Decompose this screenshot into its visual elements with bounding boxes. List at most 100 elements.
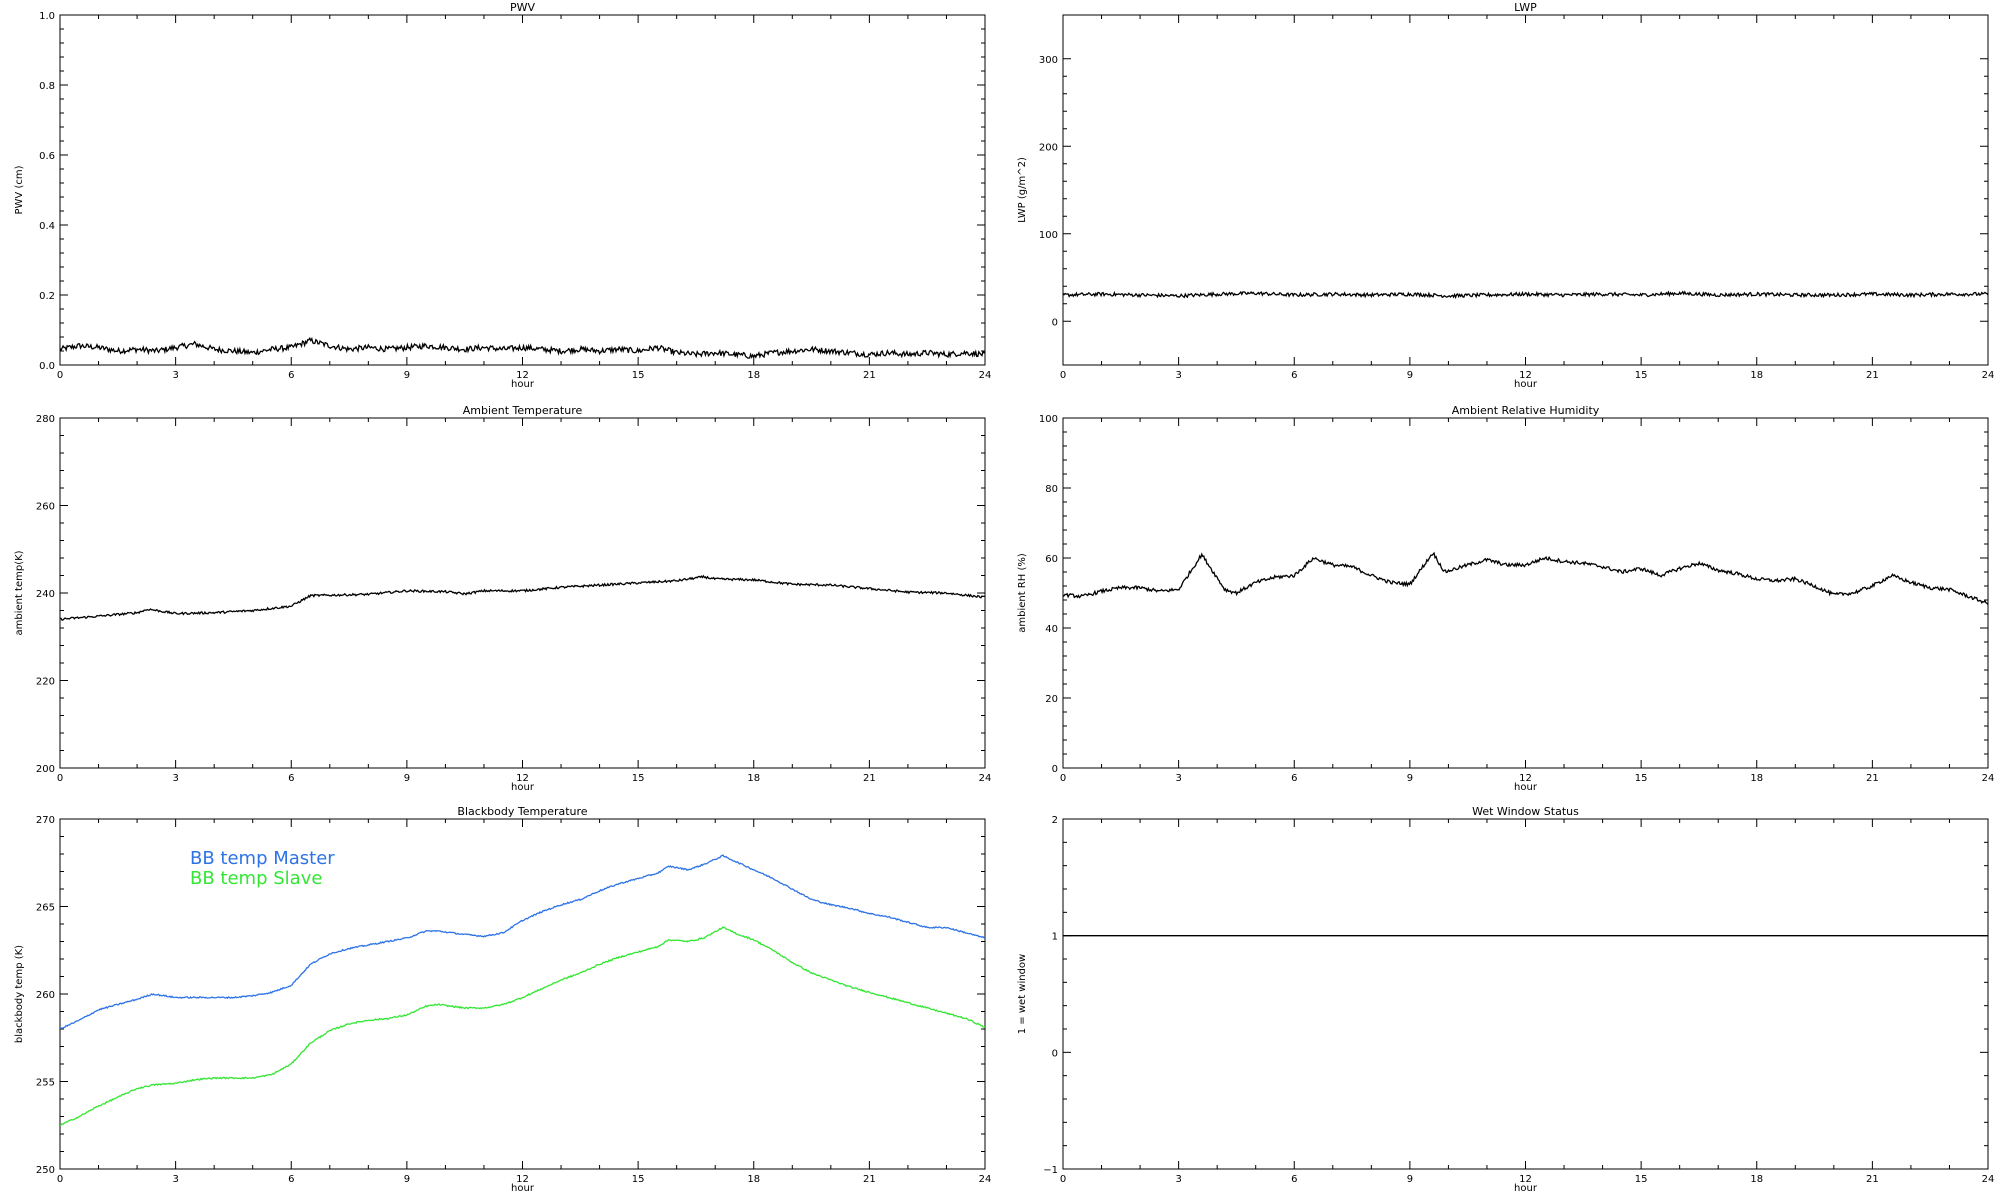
chart-1-x-tick-label: 15 bbox=[1635, 370, 1648, 381]
chart-3-x-tick-label: 21 bbox=[1866, 773, 1879, 784]
chart-2-x-tick-label: 6 bbox=[288, 773, 294, 784]
chart-3-x-tick-label: 3 bbox=[1175, 773, 1181, 784]
chart-2-x-tick-label: 0 bbox=[57, 773, 63, 784]
chart-0-y-tick-label: 1.0 bbox=[39, 11, 55, 22]
chart-1-series-0-line bbox=[1062, 290, 1989, 300]
chart-3-xlabel: hour bbox=[1514, 782, 1538, 793]
chart-2-y-tick-label: 200 bbox=[36, 764, 55, 775]
chart-4-title: Blackbody Temperature bbox=[457, 805, 587, 818]
chart-3-x-tick-label: 15 bbox=[1635, 773, 1648, 784]
chart-0-y-tick-label: 0.8 bbox=[39, 81, 55, 92]
chart-2-panel: Ambient Temperature 0 3 6 9 12 15 18 21 24 hour 200… bbox=[14, 404, 991, 793]
chart-5-x-tick-label: 21 bbox=[1866, 1174, 1879, 1185]
chart-3-x-tick-label: 6 bbox=[1291, 773, 1297, 784]
chart-0-y-tick-label: 0.4 bbox=[39, 221, 55, 232]
chart-1-x-tick-label: 18 bbox=[1750, 370, 1763, 381]
chart-2-x-tick-label: 12 bbox=[516, 773, 529, 784]
chart-0-title: PWV bbox=[510, 1, 536, 14]
chart-3-x-tick-label: 12 bbox=[1519, 773, 1532, 784]
chart-4-x-tick-label: 9 bbox=[404, 1174, 410, 1185]
chart-1-title: LWP bbox=[1514, 1, 1537, 14]
chart-2-x-tick-label: 3 bbox=[172, 773, 178, 784]
chart-4-x-tick-label: 6 bbox=[288, 1174, 294, 1185]
chart-4-panel: Blackbody Temperature 0 3 6 9 12 15 18 21 24 hour 2… bbox=[14, 805, 991, 1194]
chart-2-x-tick-label: 24 bbox=[979, 773, 992, 784]
chart-2-y-tick-label: 220 bbox=[36, 677, 55, 688]
chart-3-y-tick-label: 20 bbox=[1045, 694, 1058, 705]
chart-5-xlabel: hour bbox=[1514, 1183, 1538, 1194]
chart-4-x-tick-label: 21 bbox=[863, 1174, 876, 1185]
chart-1-panel: LWP 0 3 6 9 12 15 18 21 24 hour 0 100 200 300 LWP (g/m^… bbox=[1017, 1, 1994, 390]
chart-2-y-tick-label: 240 bbox=[36, 589, 55, 600]
chart-1-x-tick-label: 24 bbox=[1982, 370, 1995, 381]
chart-5-x-tick-label: 6 bbox=[1291, 1174, 1297, 1185]
chart-4-y-tick-label: 260 bbox=[36, 990, 55, 1001]
chart-4-y-tick-label: 255 bbox=[36, 1078, 55, 1089]
chart-5-x-tick-label: 12 bbox=[1519, 1174, 1532, 1185]
chart-1-y-tick-label: 100 bbox=[1039, 230, 1058, 241]
chart-1-ylabel: LWP (g/m^2) bbox=[1017, 157, 1028, 223]
chart-5-plot-frame bbox=[1062, 818, 1989, 1170]
chart-1-y-tick-label: 300 bbox=[1039, 55, 1058, 66]
chart-3-series-0-line bbox=[1062, 551, 1989, 605]
chart-4-x-tick-label: 12 bbox=[516, 1174, 529, 1185]
chart-2-x-tick-label: 18 bbox=[747, 773, 760, 784]
chart-2-series-0-line bbox=[59, 574, 986, 621]
chart-5-x-tick-label: 3 bbox=[1175, 1174, 1181, 1185]
chart-3-x-tick-label: 0 bbox=[1060, 773, 1066, 784]
chart-1-y-tick-label: 0 bbox=[1052, 317, 1058, 328]
chart-0-y-tick-label: 0.2 bbox=[39, 291, 55, 302]
chart-0-x-tick-label: 6 bbox=[288, 370, 294, 381]
chart-0-panel: PWV 0 3 6 9 12 15 18 21 24 hour 0.0 0.2 0.4 0.6 0.8 1.0 P… bbox=[14, 1, 991, 390]
chart-1-x-tick-label: 9 bbox=[1407, 370, 1413, 381]
chart-5-y-tick-label: 2 bbox=[1052, 815, 1058, 826]
chart-3-y-tick-label: 60 bbox=[1045, 554, 1058, 565]
chart-4-y-tick-label: 265 bbox=[36, 903, 55, 914]
chart-2-y-tick-label: 260 bbox=[36, 502, 55, 513]
chart-5-y-tick-label: −1 bbox=[1043, 1165, 1058, 1176]
chart-0-series-0-line bbox=[59, 336, 986, 359]
chart-5-x-tick-label: 24 bbox=[1982, 1174, 1995, 1185]
chart-4-series-0-line bbox=[59, 854, 986, 1030]
chart-0-x-tick-label: 12 bbox=[516, 370, 529, 381]
chart-5-x-tick-label: 0 bbox=[1060, 1174, 1066, 1185]
chart-5-y-tick-label: 1 bbox=[1052, 932, 1058, 943]
chart-5-y-tick-label: 0 bbox=[1052, 1048, 1058, 1059]
chart-5-x-tick-label: 18 bbox=[1750, 1174, 1763, 1185]
chart-0-plot-frame bbox=[59, 14, 986, 366]
chart-3-y-tick-label: 0 bbox=[1052, 764, 1058, 775]
chart-1-y-tick-label: 200 bbox=[1039, 142, 1058, 153]
chart-5-title: Wet Window Status bbox=[1472, 805, 1579, 818]
chart-3-ylabel: ambient RH (%) bbox=[1017, 553, 1028, 633]
chart-3-y-tick-label: 100 bbox=[1039, 414, 1058, 425]
chart-4-legend-1: BB temp Slave bbox=[190, 868, 322, 889]
chart-5-ylabel: 1 = wet window bbox=[1017, 954, 1028, 1034]
chart-1-xlabel: hour bbox=[1514, 379, 1538, 390]
chart-0-x-tick-label: 9 bbox=[404, 370, 410, 381]
chart-3-panel: Ambient Relative Humidity 0 3 6 9 12 15 18 21 24 h… bbox=[1017, 404, 1994, 793]
chart-2-x-tick-label: 9 bbox=[404, 773, 410, 784]
chart-1-x-tick-label: 6 bbox=[1291, 370, 1297, 381]
chart-3-y-tick-label: 40 bbox=[1045, 624, 1058, 635]
chart-4-x-tick-label: 15 bbox=[632, 1174, 645, 1185]
chart-3-x-tick-label: 9 bbox=[1407, 773, 1413, 784]
chart-0-y-tick-label: 0.6 bbox=[39, 151, 55, 162]
chart-3-x-tick-label: 24 bbox=[1982, 773, 1995, 784]
chart-4-series-1-line bbox=[59, 926, 986, 1127]
chart-1-x-tick-label: 21 bbox=[1866, 370, 1879, 381]
chart-4-x-tick-label: 24 bbox=[979, 1174, 992, 1185]
chart-2-title: Ambient Temperature bbox=[463, 404, 583, 417]
chart-4-xlabel: hour bbox=[511, 1183, 535, 1194]
chart-2-x-tick-label: 15 bbox=[632, 773, 645, 784]
chart-5-x-tick-label: 9 bbox=[1407, 1174, 1413, 1185]
chart-0-x-tick-label: 18 bbox=[747, 370, 760, 381]
chart-4-legend-0: BB temp Master bbox=[190, 848, 335, 869]
chart-4-ylabel: blackbody temp (K) bbox=[14, 945, 25, 1043]
chart-0-xlabel: hour bbox=[511, 379, 535, 390]
chart-0-x-tick-label: 0 bbox=[57, 370, 63, 381]
chart-0-y-tick-label: 0.0 bbox=[39, 361, 55, 372]
chart-0-x-tick-label: 3 bbox=[172, 370, 178, 381]
chart-2-ylabel: ambient temp(K) bbox=[14, 550, 25, 635]
